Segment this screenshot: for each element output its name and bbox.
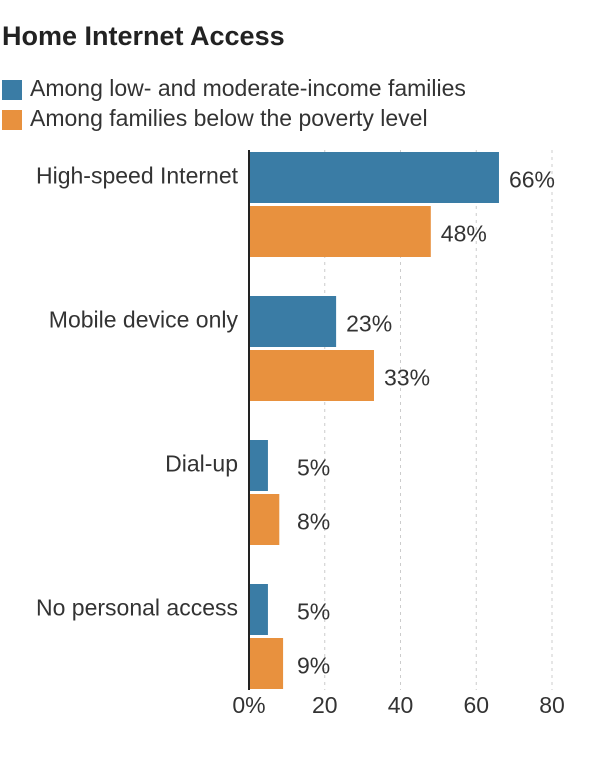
legend-label: Among low- and moderate-income families bbox=[30, 75, 466, 101]
bar bbox=[249, 638, 284, 689]
value-label: 5% bbox=[297, 455, 330, 481]
value-label: 5% bbox=[297, 599, 330, 625]
category-label: Dial-up bbox=[165, 451, 238, 477]
value-label: 48% bbox=[441, 221, 487, 247]
legend-swatch bbox=[2, 110, 22, 130]
x-tick-label: 20 bbox=[312, 692, 338, 718]
bar bbox=[249, 296, 337, 347]
chart-title: Home Internet Access bbox=[2, 21, 285, 51]
bar bbox=[249, 206, 431, 257]
x-tick-label: 60 bbox=[463, 692, 489, 718]
category-label: High-speed Internet bbox=[36, 163, 239, 189]
category-label: No personal access bbox=[36, 595, 238, 621]
bar bbox=[249, 584, 268, 635]
value-label: 23% bbox=[346, 311, 392, 337]
legend-label: Among families below the poverty level bbox=[30, 105, 428, 131]
value-label: 66% bbox=[509, 167, 555, 193]
value-label: 9% bbox=[297, 653, 330, 679]
category-label: Mobile device only bbox=[49, 307, 239, 333]
bar bbox=[249, 440, 268, 491]
bar bbox=[249, 494, 280, 545]
value-label: 33% bbox=[384, 365, 430, 391]
value-label: 8% bbox=[297, 509, 330, 535]
bar bbox=[249, 350, 374, 401]
x-tick-label: 0% bbox=[232, 692, 265, 718]
legend-swatch bbox=[2, 80, 22, 100]
x-tick-label: 80 bbox=[539, 692, 565, 718]
bar bbox=[249, 152, 499, 203]
x-tick-label: 40 bbox=[388, 692, 414, 718]
